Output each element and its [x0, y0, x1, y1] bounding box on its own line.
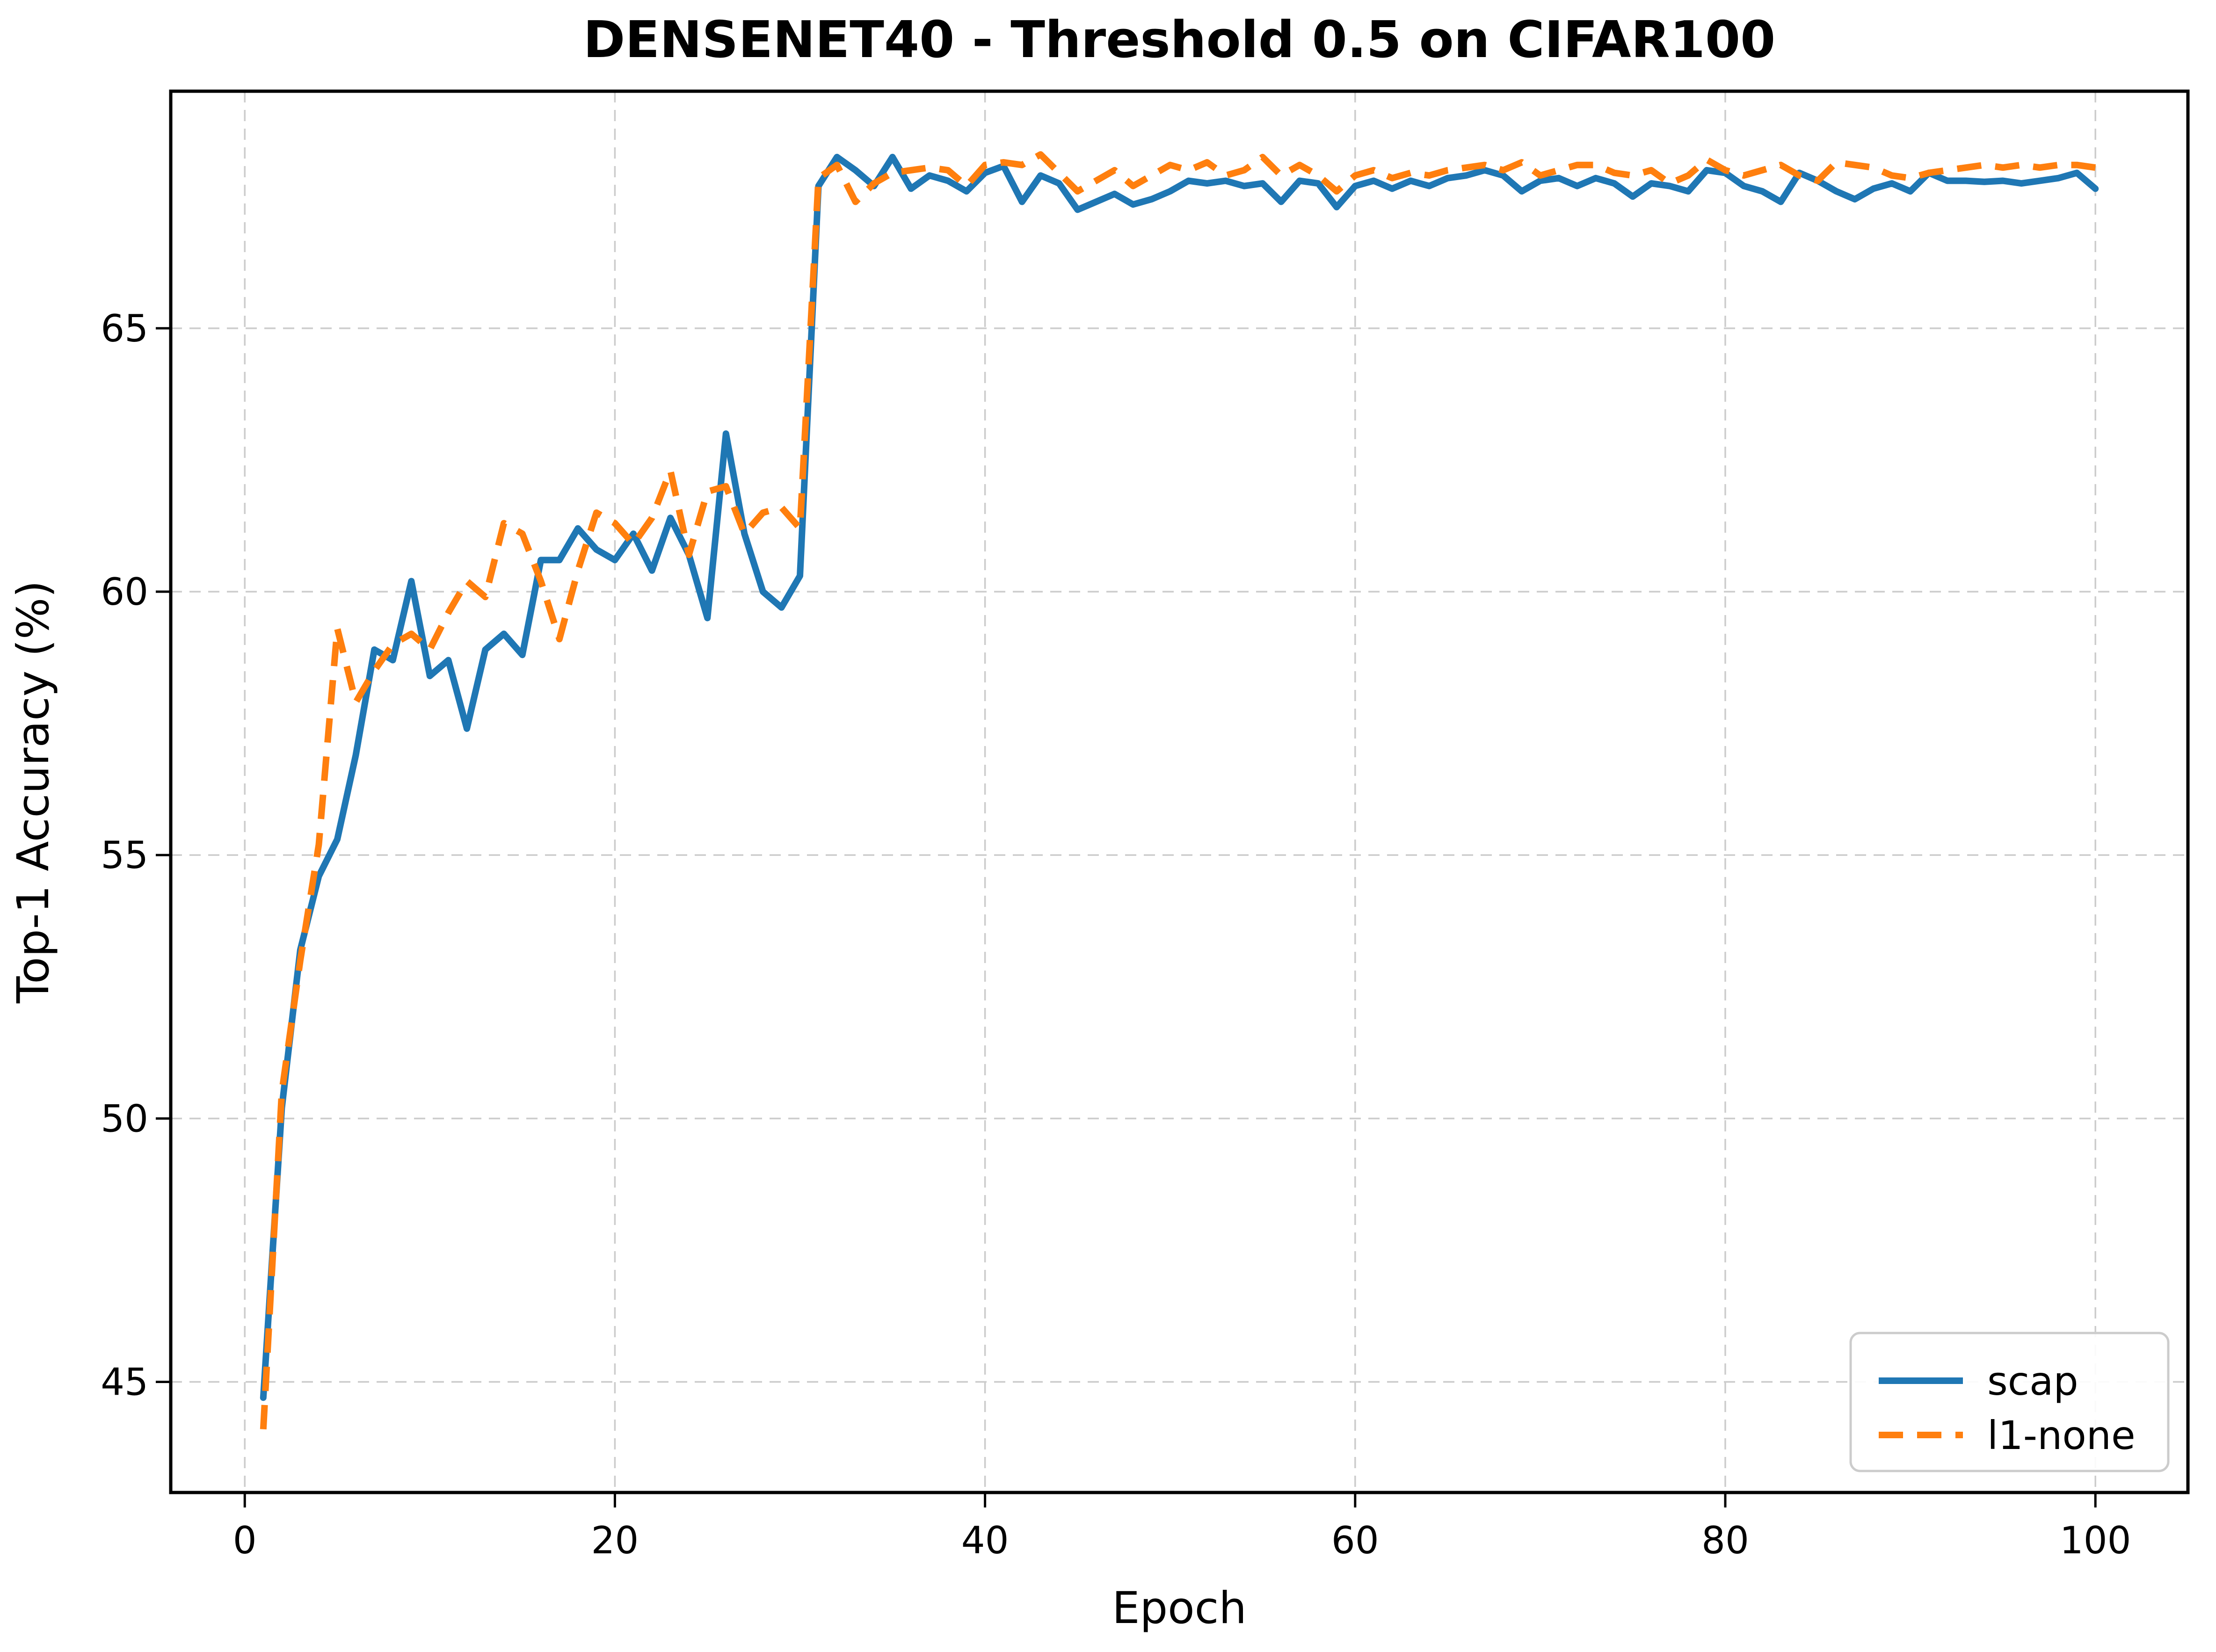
- y-tick-label: 60: [101, 570, 148, 614]
- x-tick-label: 20: [591, 1519, 639, 1562]
- plot-area-frame: [169, 89, 2190, 1494]
- y-tick-label: 65: [101, 307, 148, 350]
- series-lines: [260, 151, 2099, 1430]
- axis-ticks: [156, 327, 2097, 1507]
- x-tick-labels: 0 20 40 60 80 100: [233, 1519, 2131, 1562]
- y-tick-label: 50: [101, 1097, 148, 1140]
- x-tick-label: 0: [233, 1519, 257, 1562]
- gridlines: [171, 91, 2188, 1493]
- x-axis-label: Epoch: [1112, 1583, 1247, 1634]
- y-tick-label: 45: [101, 1360, 148, 1404]
- legend-label-l1none: l1-none: [1987, 1413, 2136, 1458]
- series-line-scap: [260, 153, 2099, 1401]
- x-tick-label: 60: [1331, 1519, 1379, 1562]
- chart-title: DENSENET40 - Threshold 0.5 on CIFAR100: [583, 11, 1776, 69]
- x-tick-label: 100: [2060, 1519, 2131, 1562]
- y-tick-label: 55: [101, 833, 148, 877]
- x-tick-label: 40: [961, 1519, 1009, 1562]
- legend-label-scap: scap: [1987, 1358, 2078, 1404]
- legend: scap l1-none: [1849, 1332, 2170, 1472]
- y-axis-label: Top-1 Accuracy (%): [8, 580, 59, 1004]
- y-tick-labels: 45 50 55 60 65: [101, 307, 148, 1404]
- x-tick-label: 80: [1701, 1519, 1749, 1562]
- series-line-l1-none: [260, 151, 2096, 1430]
